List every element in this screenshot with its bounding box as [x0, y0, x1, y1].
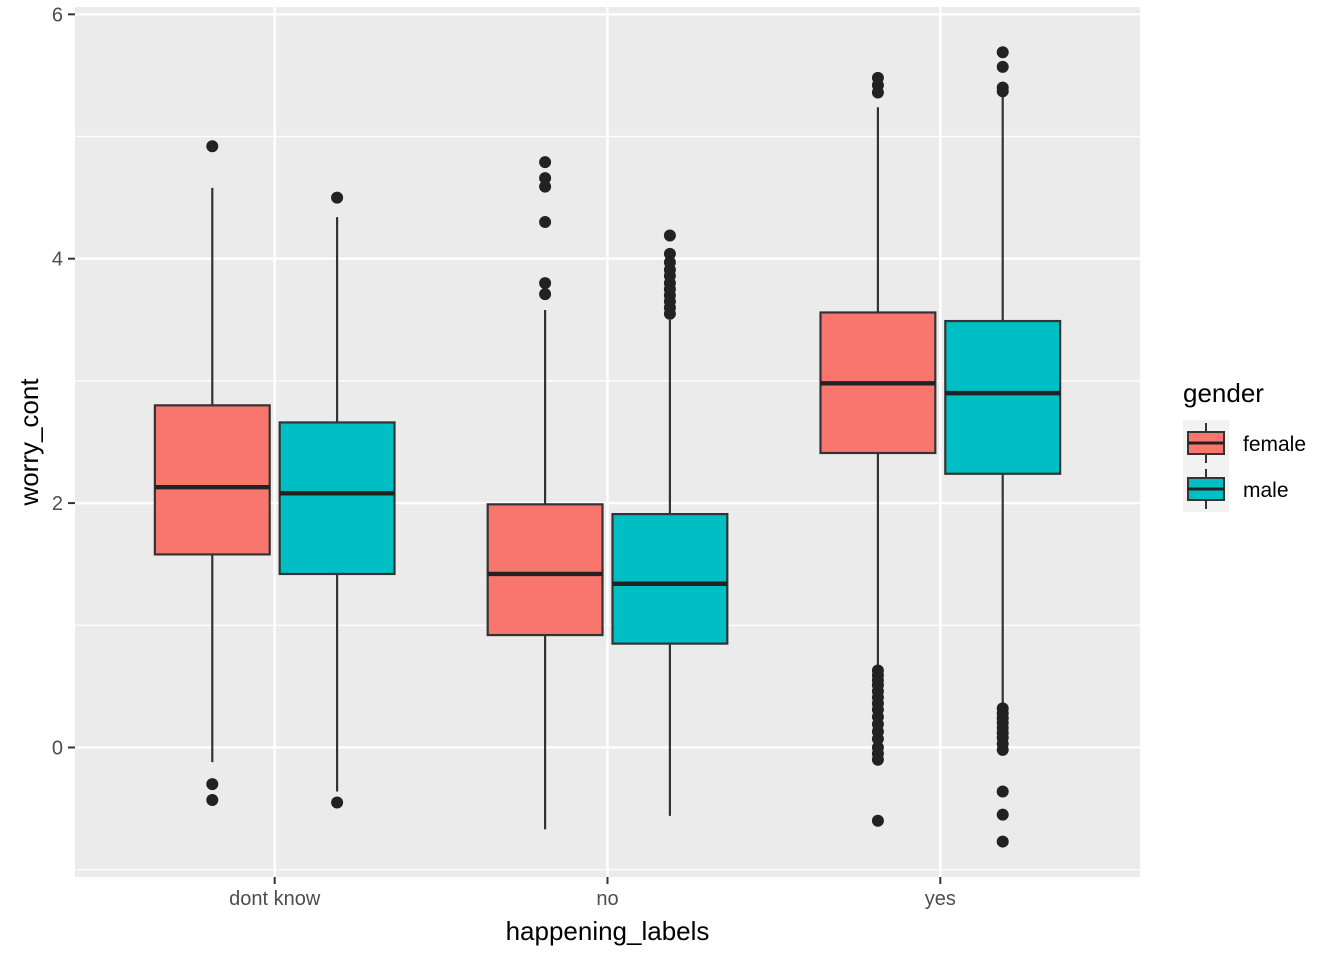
- outlier-point: [539, 277, 552, 290]
- y-tick-label: 4: [52, 249, 63, 271]
- outlier-point: [996, 60, 1009, 73]
- outlier-point: [996, 808, 1009, 821]
- major-gridlines: [75, 7, 1140, 877]
- y-tick-label: 6: [52, 4, 63, 26]
- legend-key-male: male: [1183, 466, 1289, 512]
- legend-title: gender: [1183, 378, 1264, 408]
- outlier-point: [996, 46, 1009, 59]
- outlier-point: [871, 753, 884, 766]
- outlier-point: [871, 86, 884, 99]
- box-male-yes: [944, 46, 1062, 848]
- outlier-point: [206, 140, 219, 153]
- outlier-point: [539, 216, 552, 229]
- outlier-point: [996, 785, 1009, 798]
- box-female-yes: [819, 71, 937, 827]
- box-iqr: [153, 404, 271, 556]
- box-iqr: [278, 421, 396, 576]
- outlier-point: [996, 743, 1009, 756]
- outlier-point: [996, 835, 1009, 848]
- box-iqr: [486, 503, 604, 637]
- y-axis-title: worry_cont: [14, 378, 44, 507]
- outlier-point: [539, 180, 552, 193]
- x-axis: dont know no yes: [229, 877, 956, 910]
- outlier-point: [871, 732, 884, 745]
- x-axis-title: happening_labels: [506, 916, 710, 946]
- outlier-point: [206, 778, 219, 791]
- outlier-point: [663, 307, 676, 320]
- outlier-point: [206, 794, 219, 807]
- outlier-point: [539, 156, 552, 169]
- x-tick-label: no: [596, 888, 618, 910]
- x-tick-label: dont know: [229, 888, 321, 910]
- outlier-point: [331, 191, 344, 204]
- box-female-dont-know: [153, 140, 271, 807]
- y-axis: 0 2 4 6: [52, 4, 75, 759]
- outlier-point: [663, 229, 676, 242]
- x-tick-label: yes: [925, 888, 956, 910]
- legend-label-male: male: [1243, 479, 1289, 502]
- legend-keys: female male: [1183, 420, 1306, 512]
- y-tick-label: 2: [52, 493, 63, 515]
- box-iqr: [944, 319, 1062, 475]
- box-female-no: [486, 156, 604, 830]
- legend-label-female: female: [1243, 433, 1306, 456]
- outlier-point: [539, 288, 552, 301]
- box-male-no: [611, 229, 729, 816]
- legend: gender female male: [1183, 378, 1306, 512]
- outlier-point: [663, 247, 676, 260]
- box-male-dont-know: [278, 191, 396, 809]
- outlier-point: [539, 172, 552, 185]
- outlier-point: [996, 85, 1009, 98]
- outlier-point: [871, 814, 884, 827]
- boxes-layer: [153, 46, 1062, 848]
- box-iqr: [611, 512, 729, 645]
- legend-key-female: female: [1183, 420, 1306, 466]
- outlier-point: [331, 796, 344, 809]
- y-tick-label: 0: [52, 737, 63, 759]
